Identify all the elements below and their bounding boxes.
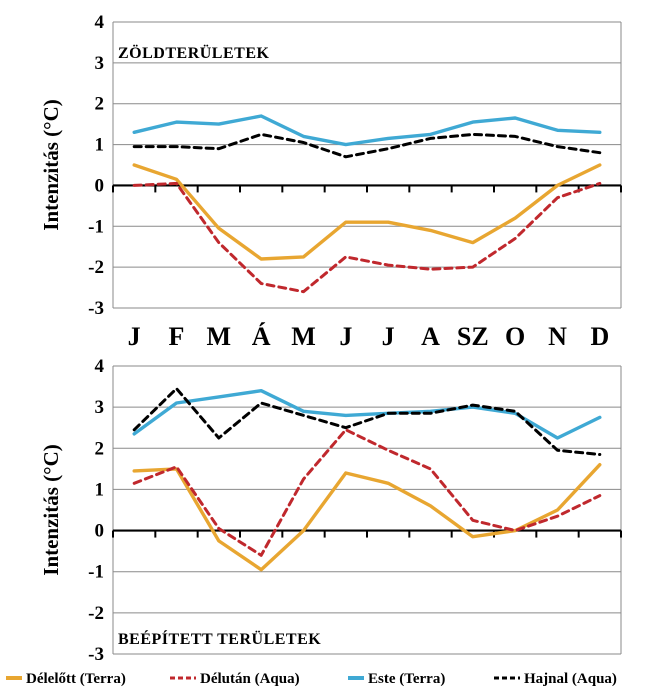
x-tick-label: A — [421, 322, 440, 351]
y-tick-label: 4 — [95, 12, 105, 33]
x-tick-label: M — [291, 322, 316, 351]
y-tick-label: -1 — [88, 216, 104, 237]
legend-label: Délelőtt (Terra) — [26, 671, 126, 687]
series-line-4 — [132, 132, 602, 159]
x-tick-label: D — [590, 322, 609, 351]
x-tick-label: J — [339, 322, 352, 351]
x-tick-labels: J F M Á M J J A SZ O N D — [128, 322, 610, 351]
legend-label: Hajnal (Aqua) — [524, 671, 617, 687]
legend: Délelőtt (Terra) Délután (Aqua) Este (Terr… — [6, 671, 617, 687]
y-tick-label: -2 — [88, 603, 104, 624]
y-tick-label: 0 — [95, 521, 105, 542]
y-tick-label: 1 — [95, 135, 105, 156]
y-axis-label: Intenzitás (°C) — [39, 444, 63, 575]
x-tick-label: SZ — [457, 322, 489, 351]
chart-title: ZÖLDTERÜLETEK — [118, 44, 269, 62]
y-tick-label: 2 — [95, 94, 105, 115]
y-tick-label: -3 — [88, 644, 104, 665]
y-tick-label: -2 — [88, 257, 104, 278]
series-line-2 — [132, 428, 602, 557]
y-tick-label: -3 — [88, 298, 104, 319]
x-tick-label: J — [128, 322, 141, 351]
y-tick-label: -1 — [88, 562, 104, 583]
legend-label: Délután (Aqua) — [200, 671, 300, 687]
x-tick-label: Á — [252, 322, 271, 351]
y-tick-label: 2 — [95, 438, 105, 459]
y-tick-label: 0 — [95, 175, 105, 196]
y-tick-label: 4 — [95, 356, 105, 377]
x-tick-label: M — [207, 322, 232, 351]
y-tick-label: 3 — [95, 53, 105, 74]
x-tick-label: J — [382, 322, 395, 351]
series-line-3 — [132, 114, 602, 147]
series-line-1 — [132, 163, 602, 261]
x-tick-label: O — [505, 322, 525, 351]
series-line-2 — [132, 181, 602, 294]
series-line-3 — [132, 389, 602, 440]
series-line-4 — [132, 387, 602, 456]
chart-panel-2: 4 3 2 1 0 -1 -2 -3 Intenzitás (°C) BEÉPÍTETT TERÜ… — [39, 356, 622, 665]
x-tick-label: N — [548, 322, 567, 351]
legend-label: Este (Terra) — [368, 671, 445, 687]
y-axis-label: Intenzitás (°C) — [39, 99, 63, 230]
series-line-1 — [132, 463, 602, 572]
y-tick-label: 3 — [95, 397, 105, 418]
chart-panel-1: 4 3 2 1 0 -1 -2 -3 Intenzitás (°C) ZÖLDTERÜLETEK — [39, 12, 622, 319]
x-tick-label: F — [169, 322, 185, 351]
chart-title: BEÉPÍTETT TERÜLETEK — [118, 629, 321, 648]
y-tick-label: 1 — [95, 479, 105, 500]
